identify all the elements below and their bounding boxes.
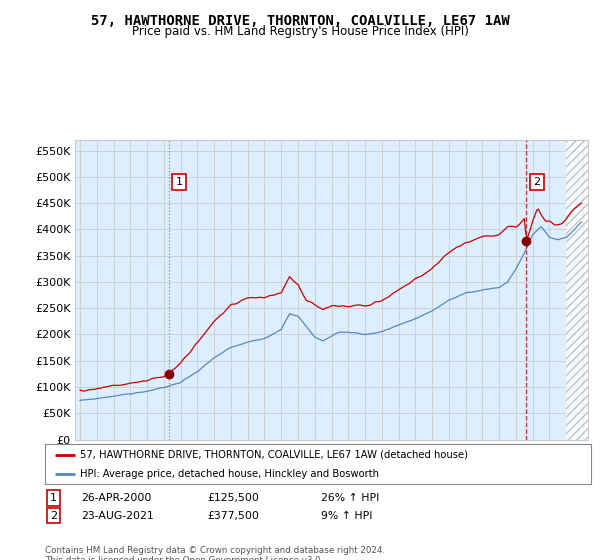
Text: 2: 2 xyxy=(533,177,541,187)
Text: 23-AUG-2021: 23-AUG-2021 xyxy=(81,511,154,521)
Text: 2: 2 xyxy=(50,511,57,521)
Text: Contains HM Land Registry data © Crown copyright and database right 2024.
This d: Contains HM Land Registry data © Crown c… xyxy=(45,546,385,560)
Text: £377,500: £377,500 xyxy=(207,511,259,521)
Text: HPI: Average price, detached house, Hinckley and Bosworth: HPI: Average price, detached house, Hinc… xyxy=(80,469,379,478)
Text: 1: 1 xyxy=(175,177,182,187)
Text: Price paid vs. HM Land Registry's House Price Index (HPI): Price paid vs. HM Land Registry's House … xyxy=(131,25,469,38)
Text: 1: 1 xyxy=(50,493,57,503)
Text: 26% ↑ HPI: 26% ↑ HPI xyxy=(321,493,379,503)
Text: 26-APR-2000: 26-APR-2000 xyxy=(81,493,151,503)
Text: 9% ↑ HPI: 9% ↑ HPI xyxy=(321,511,373,521)
Text: 57, HAWTHORNE DRIVE, THORNTON, COALVILLE, LE67 1AW (detached house): 57, HAWTHORNE DRIVE, THORNTON, COALVILLE… xyxy=(80,450,469,460)
Text: £125,500: £125,500 xyxy=(207,493,259,503)
Text: 57, HAWTHORNE DRIVE, THORNTON, COALVILLE, LE67 1AW: 57, HAWTHORNE DRIVE, THORNTON, COALVILLE… xyxy=(91,14,509,28)
